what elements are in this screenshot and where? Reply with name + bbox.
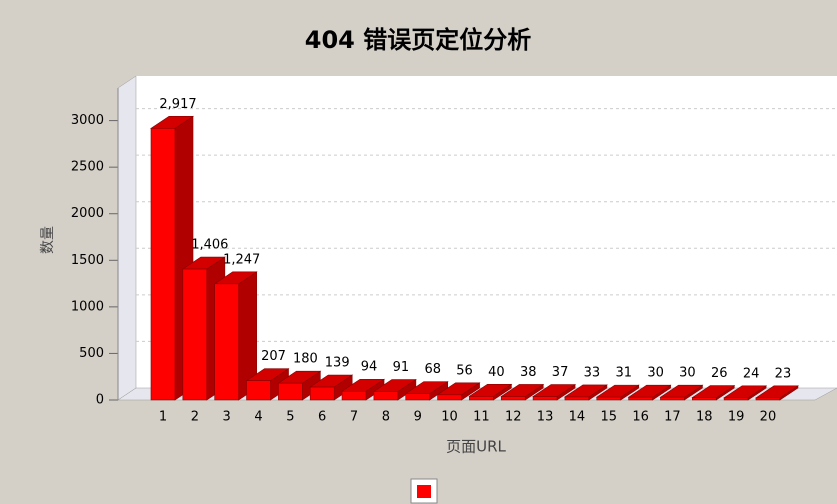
y-tick-label: 2500 <box>71 160 104 175</box>
plot-area <box>118 76 837 400</box>
left-wall <box>117 75 137 401</box>
x-axis-label: 页面URL <box>446 438 506 456</box>
bar-face <box>150 128 176 401</box>
value-label: 30 <box>679 366 696 381</box>
x-tick-label: 4 <box>254 410 262 425</box>
x-tick-label: 3 <box>223 410 231 425</box>
bar <box>341 378 386 401</box>
x-tick-label: 1 <box>159 410 167 425</box>
value-label: 68 <box>424 362 441 377</box>
x-tick-label: 17 <box>664 410 681 425</box>
chart-title: 404 错误页定位分析 <box>305 26 531 54</box>
bar <box>500 383 545 401</box>
value-label: 94 <box>361 360 378 375</box>
bar <box>627 384 672 401</box>
value-label: 56 <box>456 363 473 378</box>
bar-face <box>723 397 749 401</box>
bar <box>691 385 736 401</box>
x-tick-label: 12 <box>505 410 522 425</box>
bar <box>213 271 258 401</box>
y-tick-label: 1500 <box>71 253 104 268</box>
value-label: 2,917 <box>159 97 196 112</box>
bar-face <box>691 397 717 401</box>
value-label: 24 <box>743 366 760 381</box>
x-tick-label: 20 <box>760 410 777 425</box>
bar-face <box>628 396 653 401</box>
value-label: 139 <box>325 356 350 371</box>
x-tick-label: 9 <box>414 410 422 425</box>
bar <box>468 383 513 401</box>
bar-face <box>469 395 494 401</box>
x-tick-label: 7 <box>350 410 358 425</box>
bar-face <box>246 380 271 401</box>
value-label: 180 <box>293 352 318 367</box>
x-tick-label: 10 <box>441 410 458 425</box>
value-label: 23 <box>775 366 792 381</box>
bar-face <box>437 394 462 401</box>
bar-face <box>373 391 399 401</box>
x-tick-label: 16 <box>632 410 649 425</box>
bar-face <box>596 396 622 401</box>
x-tick-label: 6 <box>318 410 326 425</box>
value-label: 1,406 <box>191 238 228 253</box>
x-tick-label: 13 <box>537 410 554 425</box>
bar-face <box>341 390 367 401</box>
bar <box>754 385 799 401</box>
value-label: 37 <box>552 365 569 380</box>
bar-face <box>214 283 239 401</box>
y-axis-label: 数量 <box>40 226 56 254</box>
bar <box>404 381 449 401</box>
value-label: 33 <box>584 365 601 380</box>
bar-face <box>755 397 781 401</box>
y-tick-label: 3000 <box>71 113 104 128</box>
bar-face <box>278 382 303 401</box>
value-label: 26 <box>711 366 728 381</box>
bar <box>659 384 704 401</box>
bar-face <box>182 268 208 401</box>
x-tick-label: 5 <box>286 410 294 425</box>
bar <box>595 384 640 401</box>
x-tick-label: 19 <box>728 410 745 425</box>
x-tick-label: 14 <box>569 410 586 425</box>
bar <box>723 385 768 401</box>
value-label: 1,247 <box>223 252 260 267</box>
y-tick-label: 2000 <box>71 206 104 221</box>
x-tick-label: 18 <box>696 410 713 425</box>
bar <box>532 383 577 401</box>
value-label: 207 <box>261 349 286 364</box>
bar-face <box>500 396 526 401</box>
x-tick-label: 15 <box>600 410 617 425</box>
bar <box>436 382 481 401</box>
x-tick-label: 8 <box>382 410 390 425</box>
bar-face <box>660 396 685 401</box>
y-tick-label: 0 <box>96 393 104 408</box>
value-label: 30 <box>647 366 664 381</box>
value-label: 40 <box>488 365 505 380</box>
bar <box>277 370 322 401</box>
bar <box>372 378 417 401</box>
legend-swatch <box>417 485 431 498</box>
bar-face <box>405 393 431 401</box>
bar-face <box>564 396 590 401</box>
x-tick-label: 2 <box>191 410 199 425</box>
x-tick-label: 11 <box>473 410 490 425</box>
bar <box>563 384 608 401</box>
value-label: 31 <box>615 366 632 381</box>
bar-face <box>309 386 335 401</box>
y-tick-label: 500 <box>79 346 104 361</box>
bar <box>309 374 354 401</box>
value-label: 91 <box>393 360 410 375</box>
y-tick-label: 1000 <box>71 299 104 314</box>
bar-face <box>532 396 558 401</box>
value-label: 38 <box>520 365 537 380</box>
